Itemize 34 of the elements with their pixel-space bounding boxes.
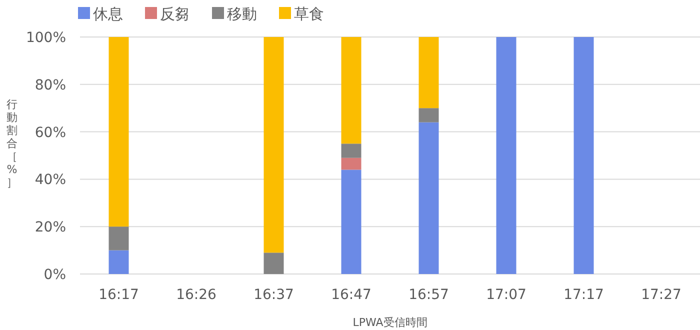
y-tick-label: 0%: [44, 267, 66, 283]
y-tick-label: 40%: [34, 172, 66, 188]
bar: [341, 144, 362, 158]
bar: [108, 226, 129, 250]
y-axis-title: 行動割合［%］: [6, 98, 18, 189]
bar: [341, 158, 362, 170]
x-tick-label: 17:17: [564, 287, 604, 303]
bar: [341, 170, 362, 274]
x-tick-label: 16:57: [408, 287, 449, 303]
bar: [574, 37, 594, 274]
legend-label: 反芻: [160, 5, 190, 23]
legend-label: 草食: [294, 5, 324, 23]
bar: [496, 37, 516, 274]
x-tick-label: 17:27: [641, 287, 682, 303]
bar: [264, 37, 284, 253]
x-tick-label: 16:37: [254, 287, 294, 303]
bar: [108, 250, 129, 274]
y-tick-label: 100%: [26, 30, 66, 46]
bar: [264, 252, 284, 274]
x-tick-label: 16:17: [98, 287, 139, 303]
bar: [108, 37, 129, 227]
x-tick-label: 16:26: [176, 287, 217, 303]
x-tick-label: 16:47: [331, 287, 372, 303]
legend-label: 移動: [227, 5, 257, 23]
y-tick-label: 20%: [34, 220, 66, 236]
legend-label: 休息: [93, 5, 123, 23]
y-tick-label: 80%: [34, 77, 66, 94]
bar: [418, 37, 439, 108]
bar: [418, 108, 439, 122]
bar: [341, 37, 362, 144]
x-tick-label: 17:07: [486, 287, 526, 303]
bar: [418, 122, 439, 274]
y-tick-label: 60%: [34, 124, 66, 141]
x-axis-title: LPWA受信時間: [352, 316, 428, 329]
